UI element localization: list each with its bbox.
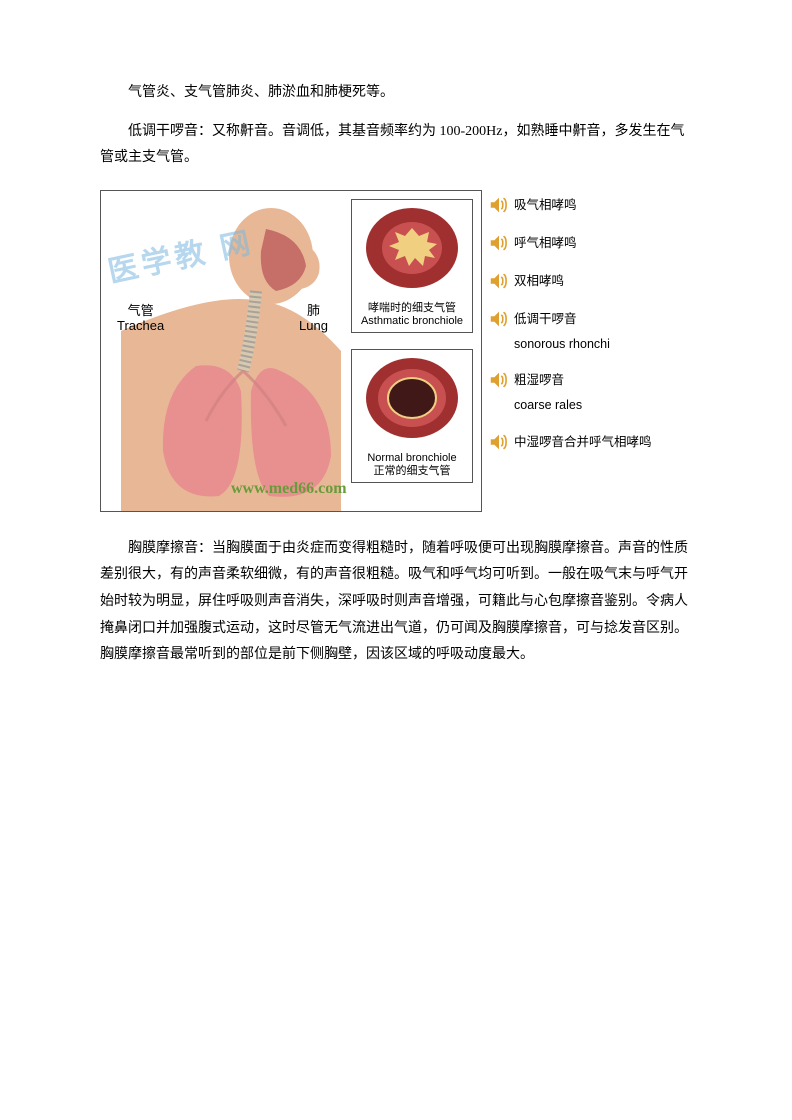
audio-item[interactable]: 粗湿啰音coarse rales bbox=[488, 371, 692, 415]
speaker-icon bbox=[488, 431, 510, 453]
paragraph-2: 低调干啰音：又称鼾音。音调低，其基音频率约为 100-200Hz，如熟睡中鼾音，… bbox=[100, 119, 692, 172]
inset-normal-caption: Normal bronchiole 正常的细支气管 bbox=[352, 450, 472, 482]
anatomy-diagram: 医学教 网 气管 Trachea 肺 Lung bbox=[100, 190, 482, 512]
speaker-icon bbox=[488, 369, 510, 391]
audio-list: 吸气相哮鸣 呼气相哮鸣 双相哮鸣 低调干啰音sonorous rhonchi 粗… bbox=[488, 190, 692, 471]
audio-item[interactable]: 中湿啰音合并呼气相哮鸣 bbox=[488, 433, 692, 453]
paragraph-3: 胸膜摩擦音：当胸膜面于由炎症而变得粗糙时，随着呼吸便可出现胸膜摩擦音。声音的性质… bbox=[100, 536, 692, 669]
label-lung: 肺 Lung bbox=[299, 303, 328, 334]
label-trachea: 气管 Trachea bbox=[117, 303, 164, 334]
inset-asthmatic-caption: 哮喘时的细支气管 Asthmatic bronchiole bbox=[352, 300, 472, 332]
speaker-icon bbox=[488, 194, 510, 216]
figure-row: 医学教 网 气管 Trachea 肺 Lung bbox=[100, 190, 692, 512]
speaker-icon bbox=[488, 232, 510, 254]
paragraph-1: 气管炎、支气管肺炎、肺淤血和肺梗死等。 bbox=[100, 80, 692, 107]
speaker-icon bbox=[488, 270, 510, 292]
inset-normal: Normal bronchiole 正常的细支气管 bbox=[351, 349, 473, 483]
speaker-icon bbox=[488, 308, 510, 330]
inset-asthmatic: 哮喘时的细支气管 Asthmatic bronchiole bbox=[351, 199, 473, 333]
audio-item[interactable]: 呼气相哮鸣 bbox=[488, 234, 692, 254]
audio-item[interactable]: 吸气相哮鸣 bbox=[488, 196, 692, 216]
audio-item[interactable]: 双相哮鸣 bbox=[488, 272, 692, 292]
watermark-url: www.med66.com bbox=[231, 474, 347, 504]
audio-item[interactable]: 低调干啰音sonorous rhonchi bbox=[488, 310, 692, 354]
